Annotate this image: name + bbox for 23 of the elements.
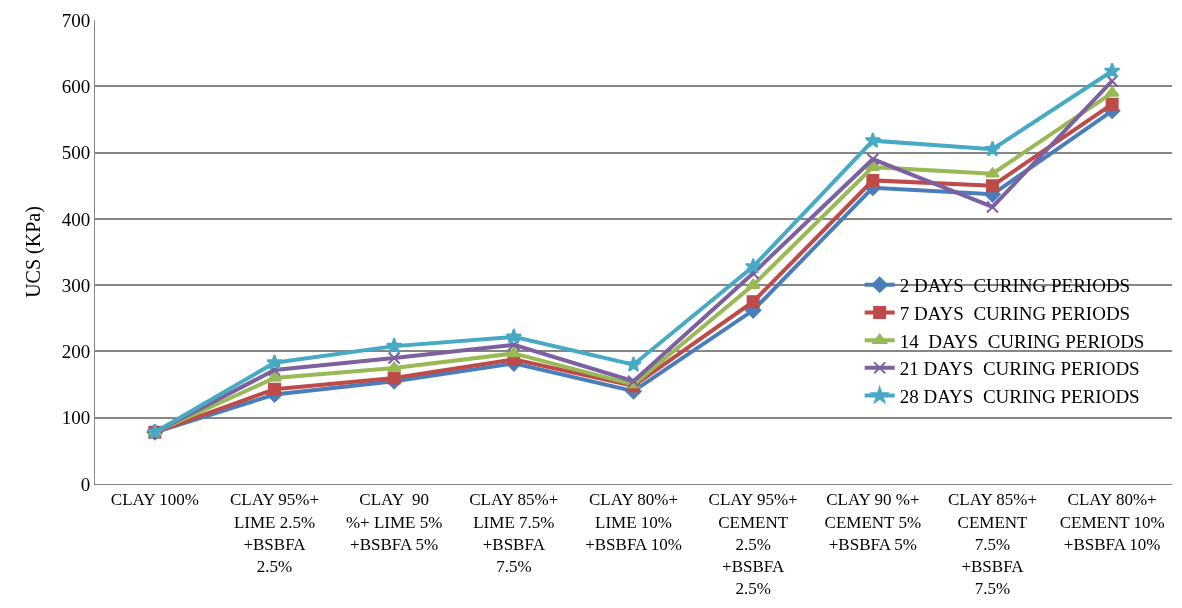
x-tick-label: CLAY 85%+ LIME 7.5% +BSBFA 7.5%: [469, 490, 559, 576]
x-tick-label: CLAY 85%+ CEMENT 7.5% +BSBFA 7.5%: [947, 490, 1038, 598]
legend-label: 2 DAYS CURING PERIODS: [899, 275, 1131, 297]
legend-label: 28 DAYS CURING PERIODS: [899, 385, 1140, 407]
legend-label: 7 DAYS CURING PERIODS: [899, 302, 1131, 324]
x-tick-label: CLAY 90 %+ LIME 5% +BSBFA 5%: [345, 490, 443, 554]
x-tick-label: CLAY 95%+ LIME 2.5% +BSBFA 2.5%: [229, 490, 320, 576]
y-tick-label: 200: [61, 341, 91, 363]
x-tick-label: CLAY 95%+ CEMENT 2.5% +BSBFA 2.5%: [708, 490, 798, 598]
x-tick-label: CLAY 90 %+ CEMENT 5% +BSBFA 5%: [824, 490, 922, 554]
y-tick-label: 600: [61, 75, 91, 97]
legend-label: 14 DAYS CURING PERIODS: [899, 330, 1145, 352]
x-tick-label: CLAY 80%+ LIME 10% +BSBFA 10%: [585, 490, 682, 554]
x-tick-label: CLAY 80%+ CEMENT 10% +BSBFA 10%: [1059, 490, 1165, 554]
x-tick-label: CLAY 100%: [110, 490, 199, 510]
y-tick-label: 700: [61, 9, 91, 31]
y-tick-label: 500: [61, 142, 91, 164]
y-tick-label: 100: [61, 407, 91, 429]
y-axis-title: UCS (KPa): [22, 206, 46, 298]
y-tick-label: 0: [80, 473, 91, 495]
y-tick-label: 400: [61, 208, 91, 230]
legend-label: 21 DAYS CURING PERIODS: [899, 358, 1140, 380]
y-tick-label: 300: [61, 274, 91, 296]
